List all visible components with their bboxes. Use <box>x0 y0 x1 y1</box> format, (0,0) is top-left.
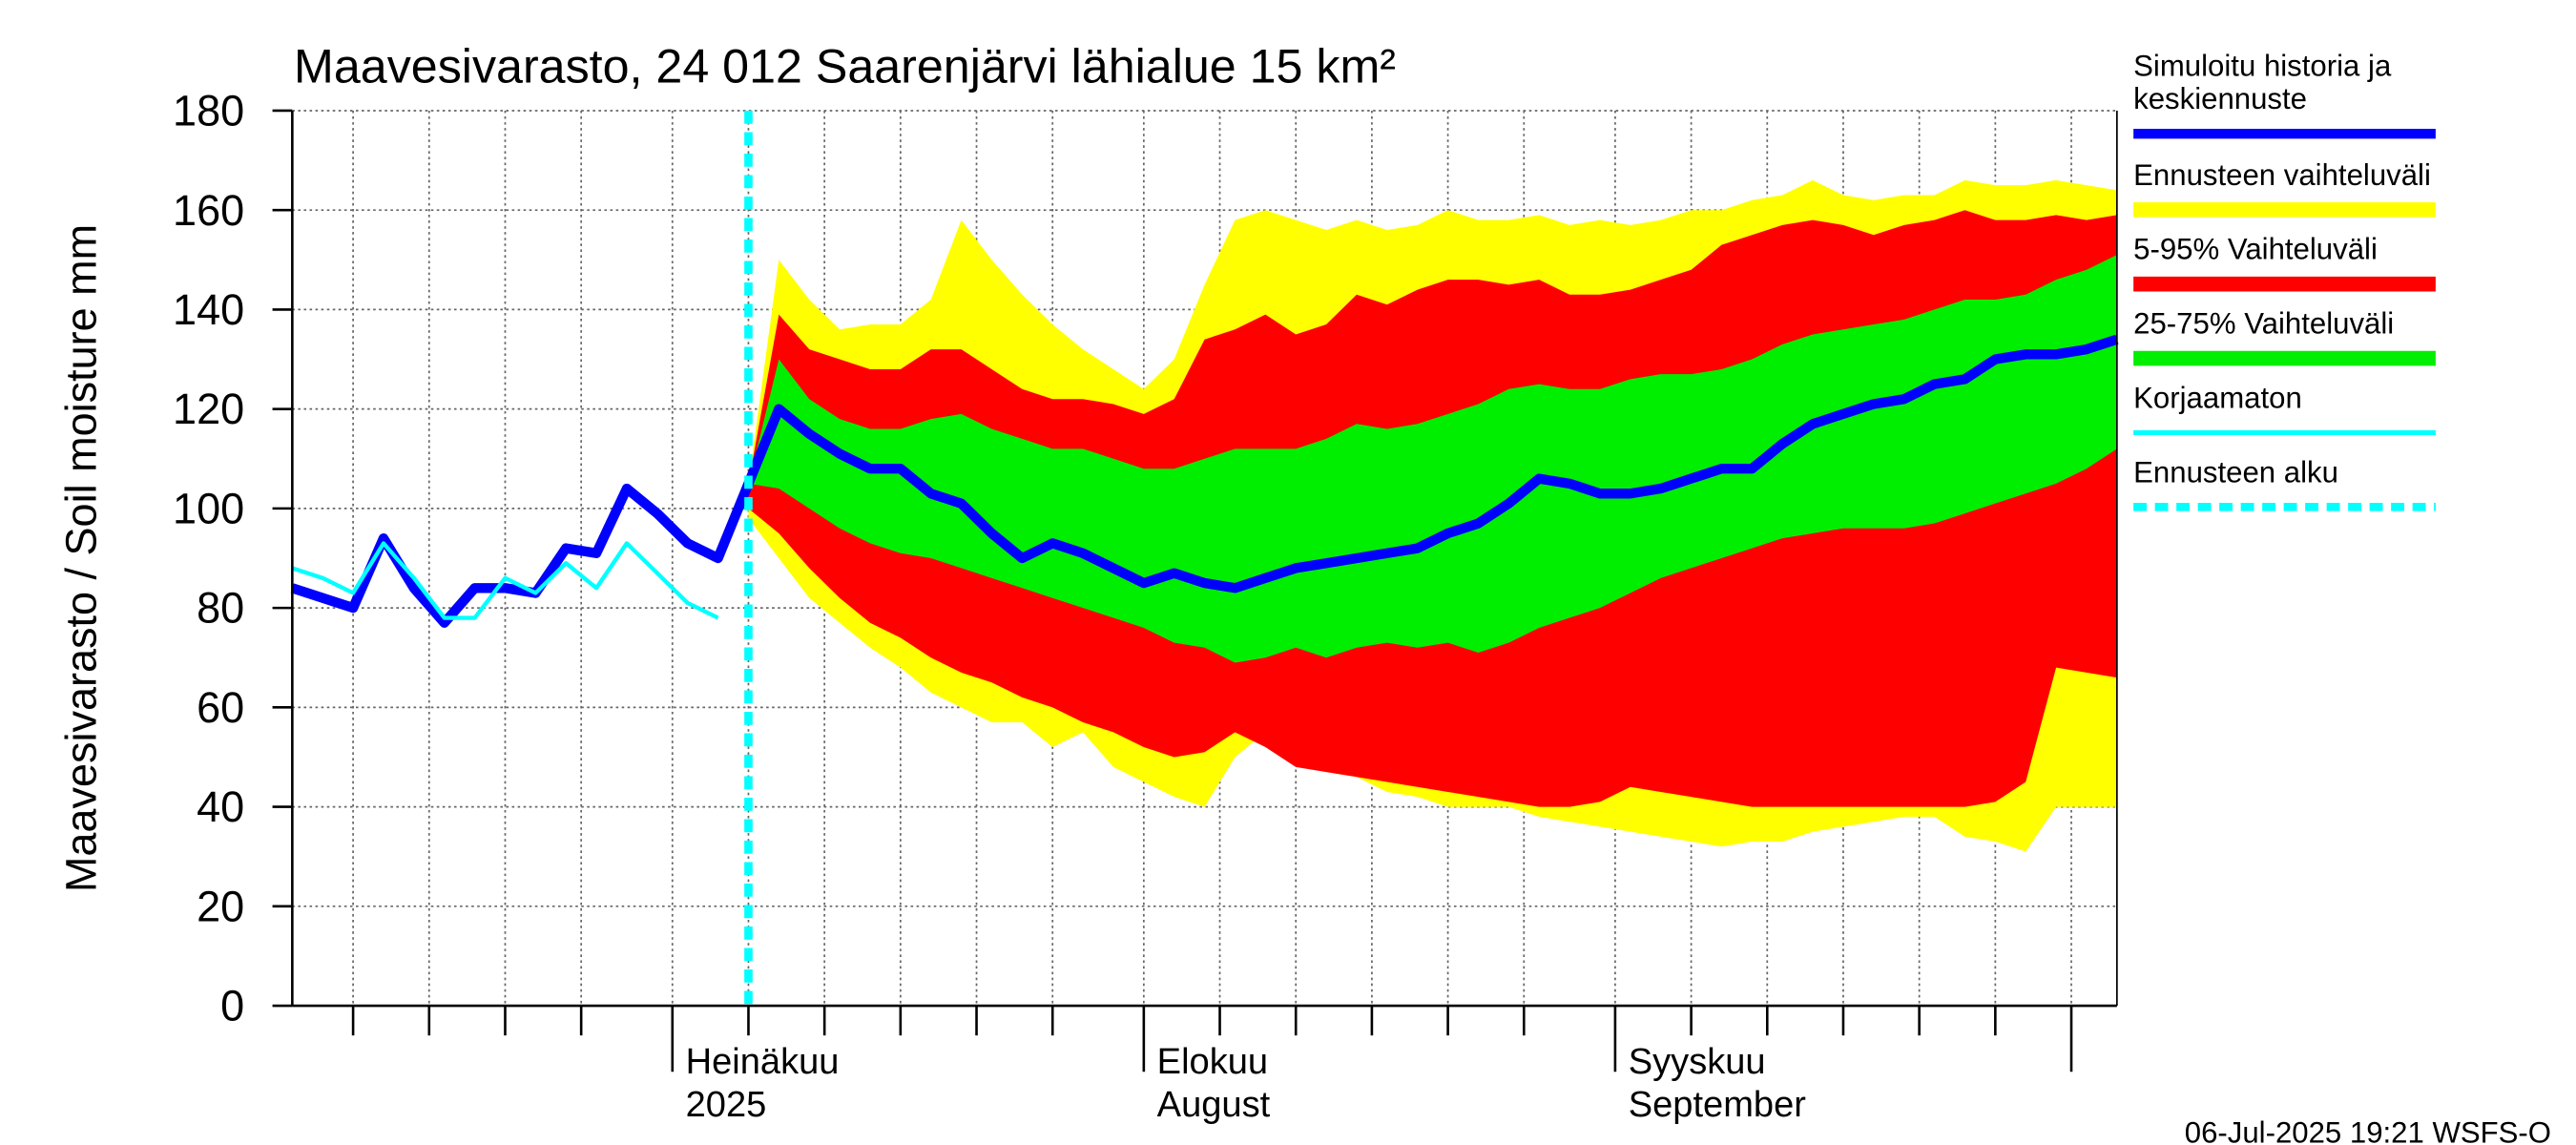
chart-title: Maavesivarasto, 24 012 Saarenjärvi lähia… <box>294 40 1396 94</box>
legend-label: Simuloitu historia ja keskiennuste <box>2133 49 2392 116</box>
legend-entry: 25-75% Vaihteluväli <box>2133 306 2395 341</box>
legend-label: Korjaamaton <box>2133 381 2302 415</box>
month-sublabel: August <box>1157 1085 1271 1125</box>
plot-area <box>272 109 2119 1072</box>
month-label: Elokuu <box>1157 1042 1268 1082</box>
month-label: Syyskuu <box>1629 1042 1766 1082</box>
legend-entry: Simuloitu historia ja keskiennuste <box>2133 49 2392 116</box>
y-tick-label: 140 <box>173 285 244 334</box>
legend-label: Ennusteen alku <box>2133 455 2338 489</box>
legend-label: Ennusteen vaihteluväli <box>2133 158 2431 192</box>
y-tick-label: 0 <box>220 982 244 1030</box>
y-tick-label: 180 <box>173 87 244 135</box>
month-sublabel: 2025 <box>686 1085 767 1125</box>
y-tick-label: 40 <box>197 782 244 831</box>
legend-label: 25-75% Vaihteluväli <box>2133 306 2395 341</box>
y-tick-label: 60 <box>197 683 244 732</box>
legend-entry: Ennusteen alku <box>2133 455 2338 489</box>
month-sublabel: September <box>1629 1085 1807 1125</box>
line <box>290 334 2119 628</box>
y-axis-label: Maavesivarasto / Soil moisture mm <box>56 224 105 892</box>
legend-entry: 5-95% Vaihteluväli <box>2133 233 2378 266</box>
y-tick-label: 80 <box>197 584 244 633</box>
month-label: Heinäkuu <box>686 1042 840 1082</box>
y-tick-label: 100 <box>173 484 244 532</box>
line <box>291 541 719 620</box>
y-tick-label: 120 <box>173 385 244 433</box>
legend-entry: Ennusteen vaihteluväli <box>2133 158 2431 192</box>
legend-entry: Korjaamaton <box>2133 381 2302 415</box>
footer: 06-Jul-2025 19:21 WSFS-O <box>2185 1116 2551 1145</box>
legend-label: 5-95% Vaihteluväli <box>2133 233 2378 266</box>
y-tick-label: 20 <box>197 882 244 930</box>
y-tick-label: 160 <box>173 186 244 235</box>
